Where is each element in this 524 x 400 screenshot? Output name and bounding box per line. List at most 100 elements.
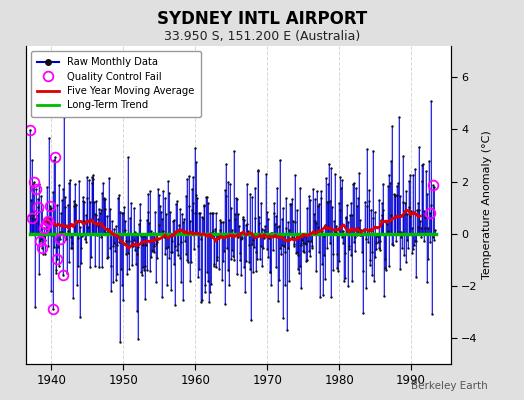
Point (348, 212, 356, 218)
Point (242, 258, 250, 265)
Point (385, 172, 394, 178)
Point (323, 244, 331, 251)
Point (115, 239, 123, 245)
Point (100, 195, 108, 202)
Point (102, 230, 110, 236)
Point (282, 225, 291, 231)
Point (421, 214, 429, 220)
Point (81, 236, 89, 242)
Point (41, 251, 50, 257)
Point (137, 233, 145, 240)
Text: Berkeley Earth: Berkeley Earth (411, 381, 487, 391)
Point (287, 201, 295, 207)
Point (76, 314, 84, 320)
Point (81, 238, 90, 245)
Point (103, 213, 111, 219)
Point (244, 227, 252, 234)
Point (237, 272, 246, 278)
Point (322, 175, 330, 182)
Point (334, 200, 343, 206)
Point (387, 212, 395, 218)
Point (252, 268, 260, 275)
Point (29, 212, 37, 219)
Point (56, 236, 64, 242)
Point (351, 233, 359, 240)
Point (392, 183, 401, 189)
Point (139, 267, 148, 273)
Point (419, 161, 427, 167)
Point (228, 247, 237, 253)
Point (227, 205, 235, 211)
Point (54, 182, 63, 188)
Point (119, 204, 128, 210)
Point (350, 180, 358, 186)
Point (174, 252, 183, 258)
Point (112, 223, 121, 230)
Point (346, 200, 355, 206)
Point (118, 297, 127, 304)
Point (193, 274, 202, 281)
Point (308, 245, 316, 251)
Point (267, 229, 275, 236)
Point (173, 241, 182, 247)
Point (428, 311, 436, 318)
Point (155, 222, 163, 228)
Point (223, 244, 231, 251)
Point (230, 148, 238, 154)
Point (373, 239, 381, 245)
Point (119, 210, 127, 217)
Point (94, 215, 102, 222)
Point (331, 171, 339, 177)
Point (111, 248, 119, 254)
Point (26, 127, 35, 133)
Point (279, 315, 287, 322)
Point (222, 193, 231, 199)
Point (271, 220, 279, 227)
Point (160, 195, 169, 201)
Point (265, 268, 274, 275)
Point (99, 180, 107, 186)
Point (389, 191, 398, 198)
Point (412, 274, 420, 280)
Point (233, 196, 241, 203)
Point (43, 184, 51, 190)
Point (355, 232, 364, 238)
Point (69, 295, 77, 301)
Point (170, 217, 179, 223)
Point (372, 246, 380, 252)
Point (192, 192, 200, 198)
Point (209, 228, 217, 234)
Point (380, 265, 389, 271)
Point (269, 233, 277, 239)
Point (95, 206, 104, 212)
Point (211, 225, 219, 232)
Point (86, 199, 94, 206)
Point (138, 272, 146, 278)
Point (36, 238, 44, 244)
Point (312, 220, 321, 226)
Point (151, 241, 160, 247)
Point (248, 194, 256, 200)
Point (124, 250, 132, 256)
Point (314, 224, 322, 230)
Point (143, 266, 151, 273)
Point (422, 168, 430, 174)
Point (122, 251, 130, 257)
Point (424, 225, 433, 232)
Point (246, 190, 255, 197)
Point (315, 201, 323, 207)
Point (337, 234, 346, 241)
Point (253, 256, 261, 262)
Point (51, 154, 59, 161)
Point (304, 193, 313, 200)
Point (312, 268, 320, 274)
Point (123, 154, 132, 160)
Point (255, 213, 264, 220)
Point (33, 212, 41, 219)
Point (349, 180, 357, 187)
Point (398, 245, 406, 251)
Point (342, 213, 350, 220)
Point (375, 197, 384, 204)
Point (236, 250, 244, 256)
Point (66, 177, 74, 184)
